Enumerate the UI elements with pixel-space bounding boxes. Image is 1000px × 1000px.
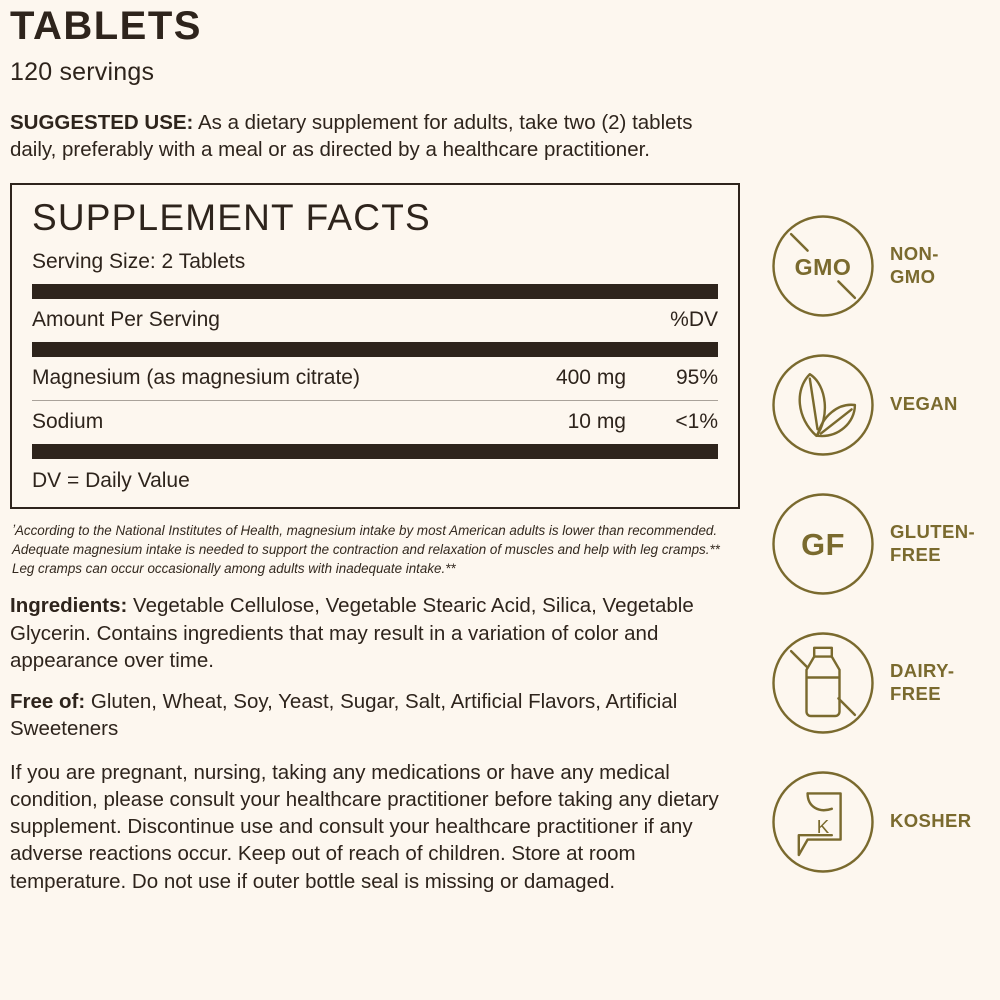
label-main-column: TABLETS 120 servings SUGGESTED USE: As a… <box>10 0 740 895</box>
nutrient-name: Sodium <box>32 410 104 434</box>
badge-gluten-free: GF GLUTEN- FREE <box>768 474 1000 613</box>
product-form-title: TABLETS <box>10 4 202 48</box>
vegan-leaves-icon <box>772 353 874 456</box>
certification-badges-column: GMO NON- GMO VEGAN GF GLUTEN- FREE <box>768 196 1000 891</box>
supplement-facts-panel: SUPPLEMENT FACTS Serving Size: 2 Tablets… <box>10 182 740 510</box>
gluten-free-inner-text: GF <box>801 527 845 562</box>
badge-caption: DAIRY- FREE <box>890 660 955 704</box>
non-gmo-icon: GMO <box>772 214 874 317</box>
facts-header-row: Amount Per Serving %DV <box>32 299 718 341</box>
suggested-use-label: SUGGESTED USE: <box>10 111 194 134</box>
facts-rule-row-separator <box>32 399 718 402</box>
daily-value-footnote: DV = Daily Value <box>32 469 190 493</box>
badge-non-gmo: GMO NON- GMO <box>768 196 1000 335</box>
facts-rule-bottom <box>32 444 718 460</box>
amount-per-serving-header: Amount Per Serving <box>32 307 220 331</box>
ingredients-paragraph: Ingredients: Vegetable Cellulose, Vegeta… <box>10 592 740 674</box>
suggested-use-paragraph: SUGGESTED USE: As a dietary supplement f… <box>10 109 740 164</box>
ingredients-label: Ingredients: <box>10 594 128 618</box>
table-row: Magnesium (as magnesium citrate) 400 mg … <box>32 357 718 399</box>
badge-caption: KOSHER <box>890 810 972 832</box>
kosher-icon: K <box>772 770 874 873</box>
facts-rule-mid <box>32 342 718 358</box>
facts-rule-top <box>32 283 718 299</box>
gluten-free-icon: GF <box>772 492 874 595</box>
nih-disclaimer: ʼAccording to the National Institutes of… <box>12 523 720 577</box>
table-row: Sodium 10 mg <1% <box>32 401 718 443</box>
badge-caption: NON- GMO <box>890 243 939 287</box>
badge-vegan: VEGAN <box>768 335 1000 474</box>
dairy-free-bottle-icon <box>772 631 874 734</box>
badge-caption: VEGAN <box>890 393 958 415</box>
non-gmo-inner-text: GMO <box>795 253 852 279</box>
free-of-label: Free of: <box>10 690 86 714</box>
ingredients-text: Vegetable Cellulose, Vegetable Stearic A… <box>10 594 694 672</box>
supplement-facts-heading: SUPPLEMENT FACTS <box>32 196 431 238</box>
nutrient-dv: <1% <box>675 410 718 434</box>
badge-kosher: K KOSHER <box>768 752 1000 891</box>
nutrient-dv: 95% <box>675 366 718 390</box>
warning-paragraph: If you are pregnant, nursing, taking any… <box>10 760 719 893</box>
nutrient-amount: 10 mg <box>567 410 626 434</box>
nutrient-name: Magnesium (as magnesium citrate) <box>32 366 360 390</box>
dv-header: %DV <box>670 307 718 331</box>
servings-count: 120 servings <box>10 58 155 86</box>
serving-size-row: Serving Size: 2 Tablets <box>32 250 246 274</box>
free-of-text: Gluten, Wheat, Soy, Yeast, Sugar, Salt, … <box>10 690 678 741</box>
kosher-inner-text: K <box>817 816 830 837</box>
free-of-paragraph: Free of: Gluten, Wheat, Soy, Yeast, Suga… <box>10 688 740 743</box>
suggested-use-text: As a dietary supplement for adults, take… <box>10 111 693 162</box>
badge-dairy-free: DAIRY- FREE <box>768 613 1000 752</box>
nutrient-amount: 400 mg <box>555 366 626 390</box>
badge-caption: GLUTEN- FREE <box>890 521 976 565</box>
